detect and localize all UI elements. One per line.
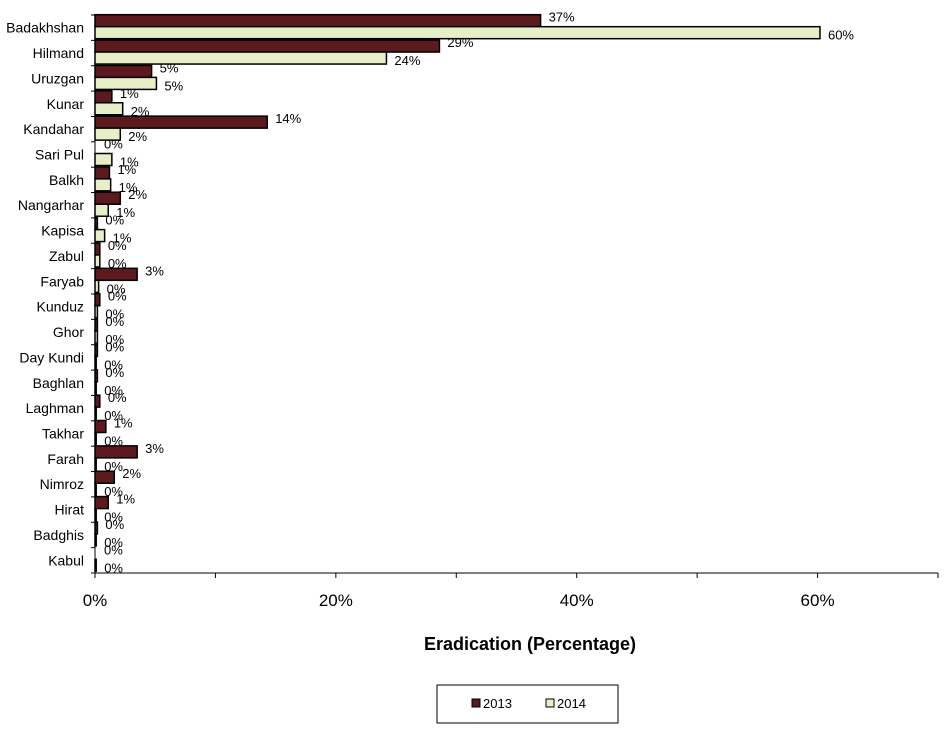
bar-2013 [94, 394, 101, 408]
category-label: Balkh [49, 172, 84, 188]
category-label: Badghis [33, 527, 84, 543]
data-label-2014: 1% [113, 231, 132, 246]
category-label: Uruzgan [31, 70, 84, 86]
data-labels: 37%60%29%24%5%5%1%2% 14%2%0%1%1%1%2%1%0%1… [104, 10, 854, 576]
legend-swatch-2014 [545, 698, 555, 708]
data-label-2014: 0% [104, 484, 123, 499]
x-axis-title: Eradication (Percentage) [424, 634, 636, 654]
data-label-2014: 0% [104, 434, 123, 449]
data-label-2014: 24% [394, 53, 420, 68]
bar-2013 [94, 115, 268, 129]
legend-box [436, 684, 619, 724]
category-label: Zabul [49, 248, 84, 264]
data-label-2013: 0% [105, 213, 124, 228]
data-label-2013: 0% [105, 517, 124, 532]
bar-2013 [94, 166, 111, 180]
category-label: Baghlan [33, 375, 84, 391]
data-label-2014: 1% [119, 180, 138, 195]
category-label: Kandahar [23, 121, 84, 137]
data-label-2013: 2% [128, 187, 147, 202]
data-label-2013: 1% [116, 492, 135, 507]
category-label: Laghman [26, 400, 84, 416]
axes: 0% 20% 40% 60% [83, 14, 939, 610]
bar-2013 [94, 90, 113, 104]
bar-2014 [94, 51, 388, 65]
bar-2013 [94, 64, 153, 79]
data-label-2014: 0% [105, 307, 124, 322]
data-label-2014: 0% [104, 459, 123, 474]
data-label-2014: 1% [116, 205, 135, 220]
category-label: Hilmand [33, 45, 84, 61]
data-label-2014: 1% [120, 155, 139, 170]
data-label-2013: 0% [108, 289, 127, 304]
category-label: Faryab [40, 273, 84, 289]
data-label-2013: 1% [120, 86, 139, 101]
data-label-2014: 0% [104, 408, 123, 423]
bar-2014 [94, 152, 113, 167]
data-label-2013: 1% [117, 162, 136, 177]
category-label: Nimroz [40, 476, 84, 492]
data-label-2014: 5% [164, 78, 183, 93]
data-label-2013: 14% [275, 111, 301, 126]
bar-2013 [94, 242, 101, 256]
data-label-2014: 0% [108, 256, 127, 271]
category-label: Day Kundi [19, 349, 84, 365]
data-label-2014: 60% [828, 28, 854, 43]
data-label-2013: 0% [104, 137, 123, 152]
data-label-2014: 0% [105, 332, 124, 347]
category-label: Takhar [42, 426, 84, 442]
category-label: Farah [47, 451, 84, 467]
bar-2014 [94, 228, 106, 243]
bar-2014 [94, 279, 100, 294]
category-label: Sari Pul [35, 147, 84, 163]
bar-2013 [94, 39, 441, 53]
bar-2014 [94, 102, 124, 116]
legend-label-2014: 2014 [557, 696, 586, 711]
bar-2014 [94, 178, 112, 192]
data-label-2013: 29% [447, 35, 473, 50]
data-label-2014: 0% [104, 535, 123, 550]
data-label-2013: 0% [105, 339, 124, 354]
x-tick-label: 60% [801, 591, 835, 610]
data-label-2014: 0% [104, 383, 123, 398]
category-label: Ghor [53, 324, 84, 340]
data-label-2014: 0% [104, 560, 123, 575]
data-label-2014: 0% [104, 357, 123, 372]
data-label-2013: 0% [104, 542, 123, 557]
category-label: Nangarhar [18, 197, 84, 213]
data-label-2013: 3% [145, 263, 164, 278]
data-label-2013: 0% [108, 390, 127, 405]
bars-layer [94, 13, 821, 573]
data-label-2013: 3% [145, 441, 164, 456]
x-tick-label: 0% [83, 591, 108, 610]
legend-swatch-2013 [471, 698, 481, 708]
data-label-2014: 0% [104, 510, 123, 525]
data-label-2013: 37% [549, 10, 575, 25]
data-label-2013: 1% [114, 416, 133, 431]
category-label: Kunduz [37, 299, 84, 315]
data-label-2013: 2% [122, 466, 141, 481]
category-labels: Badakhshan Hilmand Uruzgan Kunar Kandahar Sar… [6, 20, 84, 569]
data-label-2013: 5% [160, 60, 179, 75]
bar-2013 [94, 191, 122, 205]
data-label-2013: 0% [105, 314, 124, 329]
data-label-2013: 0% [108, 238, 127, 253]
category-label: Badakhshan [6, 20, 84, 36]
category-label: Kabul [48, 552, 84, 568]
data-label-2014: 2% [128, 129, 147, 144]
bar-2014 [94, 254, 101, 268]
legend: 2013 2014 [436, 684, 619, 724]
legend-label-2013: 2013 [483, 696, 512, 711]
category-label: Kunar [47, 96, 85, 112]
bar-2013 [94, 13, 542, 28]
data-label-2014: 2% [131, 104, 150, 119]
data-label-2014: 0% [107, 281, 126, 296]
category-label: Kapisa [41, 223, 84, 239]
x-tick-label: 40% [560, 591, 594, 610]
x-tick-label: 20% [319, 591, 353, 610]
data-label-2013: 0% [105, 365, 124, 380]
category-label: Hirat [54, 502, 84, 518]
bar-2013 [94, 292, 101, 307]
